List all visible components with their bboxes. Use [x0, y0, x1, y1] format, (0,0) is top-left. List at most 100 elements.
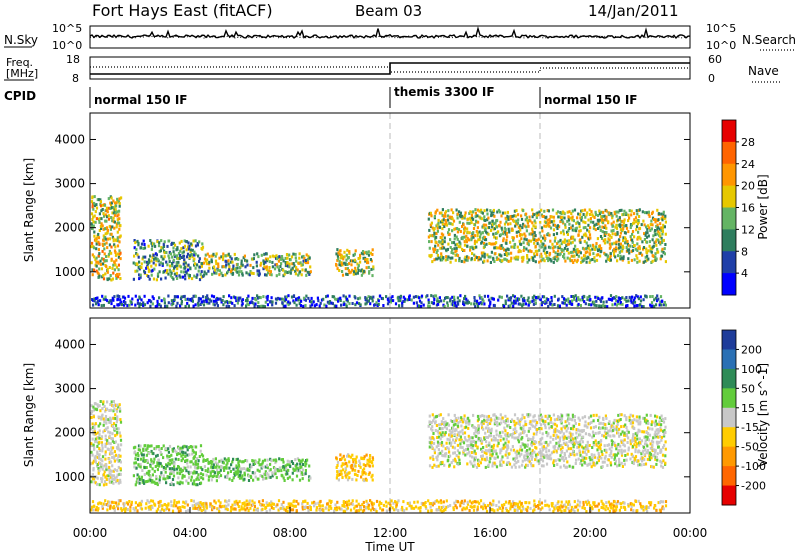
echo-cell: [627, 299, 630, 303]
echo-cell: [198, 240, 201, 244]
echo-cell: [364, 464, 367, 468]
echo-cell: [200, 300, 203, 304]
echo-cell: [641, 240, 644, 244]
echo-cell: [452, 426, 455, 430]
echo-cell: [594, 210, 597, 214]
echo-cell: [428, 464, 432, 468]
echo-cell: [467, 256, 470, 260]
echo-cell: [657, 218, 660, 222]
echo-cell: [428, 240, 431, 244]
echo-cell: [522, 428, 525, 431]
echo-cell: [151, 244, 154, 248]
echo-cell: [430, 294, 433, 298]
echo-cell: [570, 259, 573, 263]
echo-cell: [546, 209, 549, 212]
echo-cell: [519, 228, 522, 232]
echo-cell: [103, 242, 106, 246]
echo-cell: [302, 296, 306, 300]
echo-cell: [187, 470, 190, 474]
echo-cell: [469, 248, 472, 252]
echo-cell: [99, 198, 102, 202]
echo-cell: [218, 471, 221, 474]
echo-cell: [222, 461, 225, 465]
echo-cell: [208, 262, 211, 266]
echo-cell: [109, 403, 112, 406]
echo-cell: [165, 463, 168, 467]
echo-cell: [106, 299, 109, 303]
echo-cell: [261, 465, 264, 469]
echo-cell: [549, 440, 552, 444]
echo-cell: [485, 452, 488, 456]
echo-cell: [534, 239, 537, 242]
echo-cell: [277, 296, 280, 300]
echo-cell: [229, 470, 232, 473]
echo-cell: [510, 256, 513, 260]
echo-cell: [493, 227, 496, 231]
echo-cell: [480, 210, 483, 214]
echo-cell: [572, 247, 575, 251]
echo-cell: [149, 239, 152, 242]
echo-cell: [482, 421, 485, 425]
echo-cell: [247, 479, 251, 482]
echo-cell: [352, 272, 355, 276]
echo-cell: [664, 232, 667, 236]
echo-cell: [270, 459, 273, 463]
echo-cell: [653, 298, 656, 302]
echo-cell: [467, 426, 470, 430]
echo-cell: [656, 208, 659, 212]
echo-cell: [492, 242, 495, 246]
echo-cell: [180, 295, 183, 299]
echo-cell: [533, 241, 536, 245]
echo-cell: [617, 302, 620, 306]
echo-cell: [288, 270, 291, 274]
echo-cell: [208, 301, 211, 305]
echo-cell: [482, 242, 486, 245]
echo-cell: [542, 464, 545, 468]
echo-cell: [569, 300, 572, 304]
echo-cell: [240, 264, 243, 268]
echo-cell: [536, 452, 539, 456]
echo-cell: [236, 457, 239, 461]
echo-cell: [160, 471, 163, 475]
echo-cell: [595, 242, 598, 245]
echo-cell: [507, 217, 510, 221]
echo-cell: [523, 232, 526, 236]
echo-cell: [200, 275, 203, 279]
echo-cell: [454, 422, 457, 426]
echo-cell: [546, 257, 549, 260]
echo-cell: [105, 226, 109, 230]
echo-cell: [592, 245, 595, 249]
echo-cell: [619, 444, 622, 448]
echo-cell: [182, 450, 185, 454]
echo-cell: [210, 258, 213, 262]
echo-cell: [604, 234, 607, 237]
echo-cell: [428, 445, 431, 449]
echo-cell: [201, 468, 204, 472]
echo-cell: [301, 468, 304, 472]
echo-cell: [436, 253, 439, 257]
echo-cell: [208, 254, 211, 258]
echo-cell: [464, 301, 467, 305]
echo-cell: [527, 459, 530, 463]
echo-cell: [582, 213, 585, 216]
echo-cell: [611, 216, 614, 220]
echo-cell: [466, 420, 469, 424]
echo-cell: [335, 304, 338, 308]
echo-cell: [90, 261, 93, 265]
echo-cell: [294, 269, 297, 273]
echo-cell: [156, 304, 159, 308]
echo-cell: [477, 302, 480, 306]
echo-cell: [566, 239, 569, 243]
echo-cell: [497, 298, 500, 302]
echo-cell: [605, 448, 608, 452]
echo-cell: [565, 413, 568, 417]
echo-cell: [638, 208, 641, 212]
echo-cell: [456, 433, 459, 437]
echo-cell: [389, 300, 392, 304]
echo-cell: [308, 299, 312, 303]
echo-cell: [649, 223, 652, 226]
echo-cell: [102, 303, 105, 307]
echo-cell: [279, 265, 282, 268]
echo-cell: [653, 218, 656, 221]
